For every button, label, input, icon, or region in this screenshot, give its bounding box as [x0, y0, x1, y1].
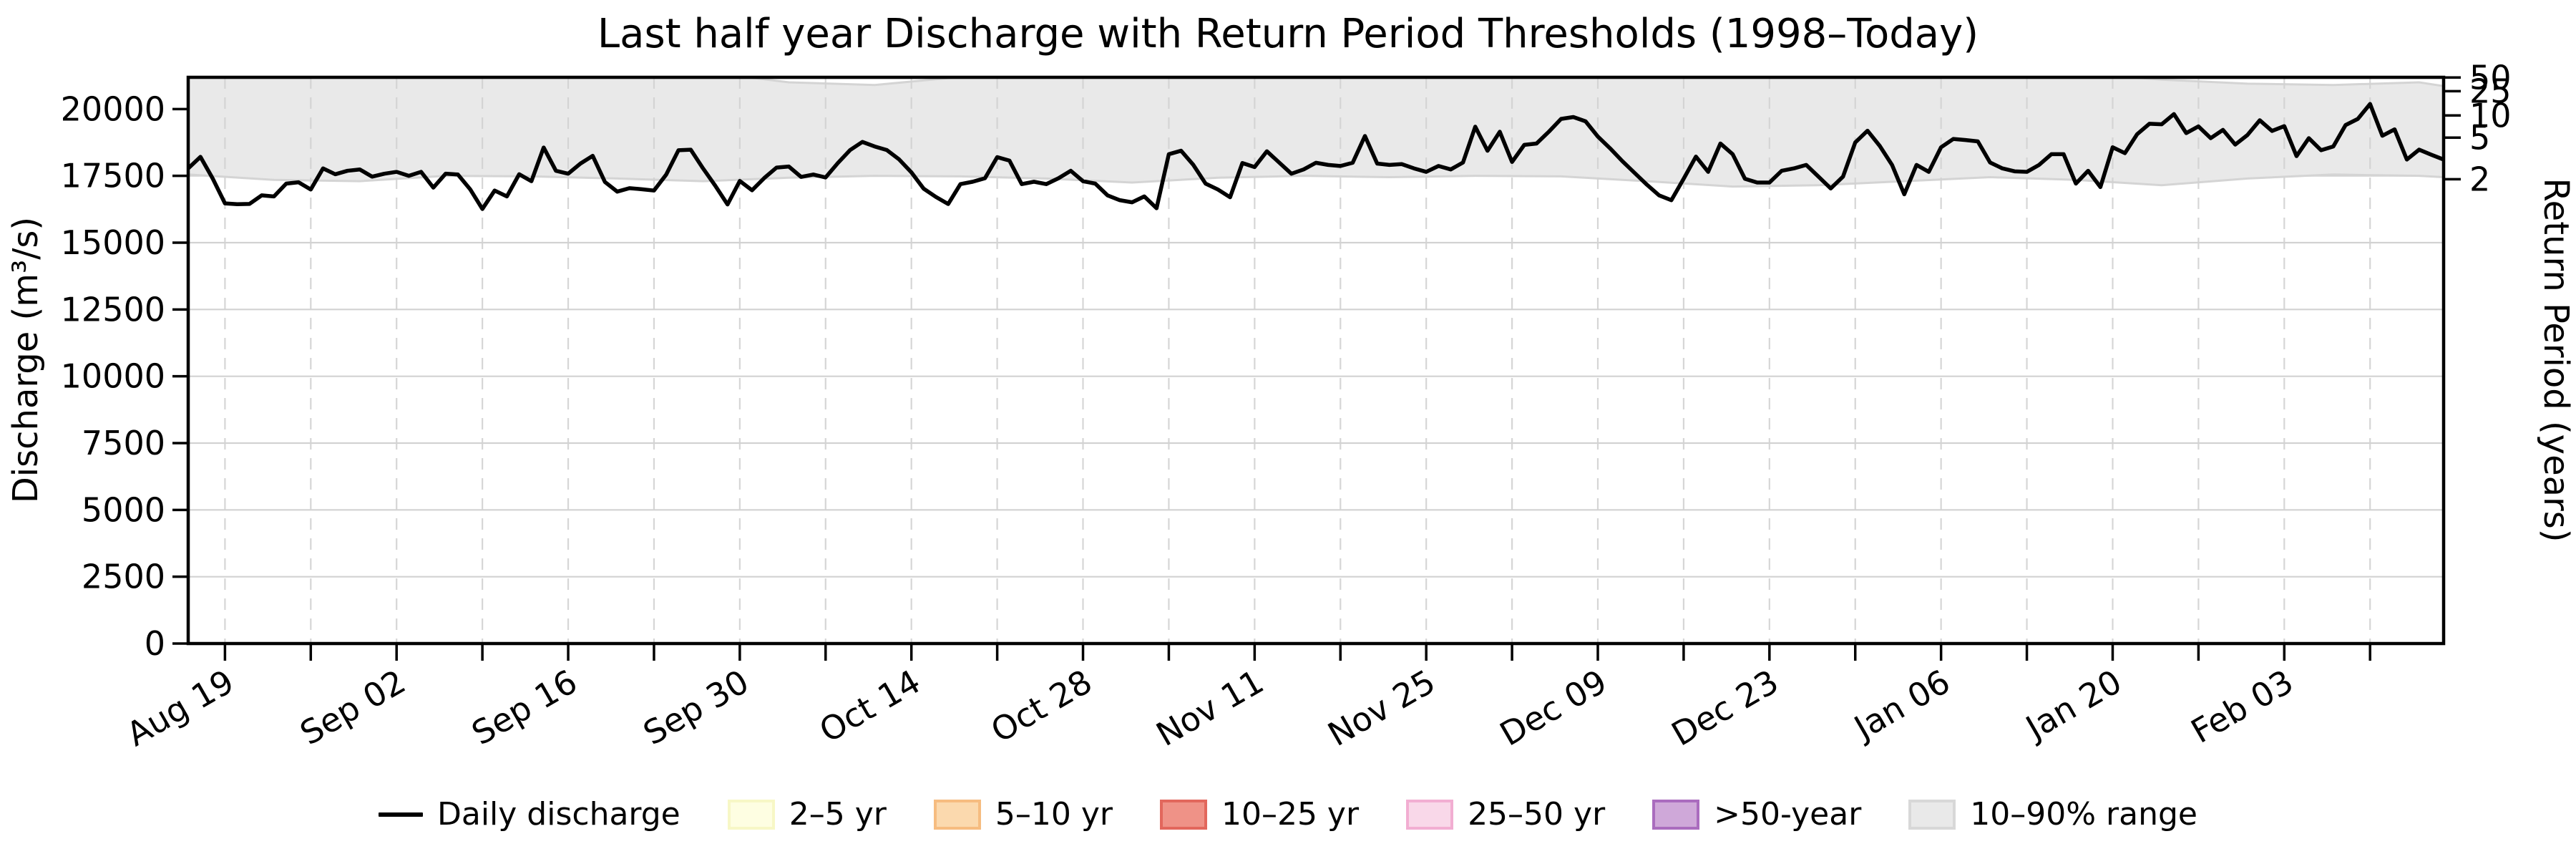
x-tick-label: Aug 19: [120, 662, 240, 754]
legend-label: 5–10 yr: [995, 796, 1113, 833]
legend-item-2-5-yr: 2–5 yr: [727, 796, 887, 833]
y-tick-label: 12500: [61, 290, 165, 329]
x-tick-label: Jan 20: [2018, 662, 2128, 748]
legend-label: >50-year: [1714, 796, 1862, 833]
plot-border: [186, 75, 2446, 646]
y-tick-label: 10000: [61, 357, 165, 396]
chart-legend: Daily discharge 2–5 yr 5–10 yr 10–25 yr 25–5…: [0, 796, 2576, 833]
legend-label: 10–90% range: [1970, 796, 2197, 833]
y-tick-label: 7500: [82, 424, 165, 462]
plot-area: Aug 19 Sep 02 Sep 16 Sep 30 Oct 14 Oct 28 Nov …: [61, 58, 2512, 754]
legend-label: Daily discharge: [436, 796, 680, 833]
legend-label: 2–5 yr: [789, 796, 887, 833]
y-tick-label: 2500: [82, 558, 165, 596]
band-10-90: [188, 77, 2444, 187]
legend-label: 25–50 yr: [1468, 796, 1606, 833]
x-tick-label: Feb 03: [2185, 662, 2300, 751]
legend-label: 10–25 yr: [1221, 796, 1360, 833]
discharge-chart: Last half year Discharge with Return Per…: [6, 11, 2576, 754]
y2-tick-label: 2: [2469, 160, 2490, 198]
y-tick-label: 0: [145, 624, 165, 663]
legend-patch-swatch: [727, 799, 775, 830]
y-axis-label: Discharge (m³/s): [6, 217, 46, 503]
y2-tick-label: 50: [2469, 58, 2512, 97]
daily-discharge-line: [188, 102, 2444, 211]
y2-tick-label: 5: [2469, 118, 2490, 157]
y2-tick-label: 25: [2469, 72, 2512, 110]
x-tick-label: Oct 14: [813, 662, 927, 750]
y-tick-label: 15000: [61, 223, 165, 262]
legend-patch-swatch: [1406, 799, 1454, 830]
legend-item--50-year: >50-year: [1652, 796, 1861, 833]
x-tick-label: Sep 16: [465, 662, 583, 753]
y2-tick-label: 10: [2469, 96, 2512, 135]
y2-axis-label: Return Period (years): [2536, 178, 2576, 542]
x-tick-label: Sep 02: [293, 662, 411, 753]
y-tick-label: 17500: [61, 157, 165, 195]
x-tick-label: Oct 28: [985, 662, 1098, 750]
legend-patch-swatch: [1908, 799, 1956, 830]
legend-item-25-50-yr: 25–50 yr: [1406, 796, 1605, 833]
band-lower-edge: [188, 173, 2444, 188]
x-tick-label: Nov 11: [1150, 662, 1270, 754]
x-tick-label: Sep 30: [637, 662, 755, 753]
legend-item-daily-discharge: Daily discharge: [378, 796, 680, 833]
y-tick-label: 20000: [61, 89, 165, 128]
legend-item-10-25-yr: 10–25 yr: [1159, 796, 1360, 833]
x-tick-label: Dec 09: [1493, 662, 1613, 754]
legend-patch-swatch: [1159, 799, 1207, 830]
x-tick-label: Dec 23: [1665, 662, 1785, 754]
x-tick-label: Jan 06: [1846, 662, 1956, 748]
legend-item-5-10-yr: 5–10 yr: [933, 796, 1113, 833]
legend-item-10-90-range: 10–90% range: [1908, 796, 2197, 833]
legend-patch-swatch: [933, 799, 981, 830]
x-tick-label: Nov 25: [1322, 662, 1442, 754]
y-tick-label: 5000: [82, 490, 165, 529]
chart-title: Last half year Discharge with Return Per…: [597, 11, 1979, 57]
legend-line-swatch: [378, 812, 423, 817]
legend-patch-swatch: [1652, 799, 1700, 830]
